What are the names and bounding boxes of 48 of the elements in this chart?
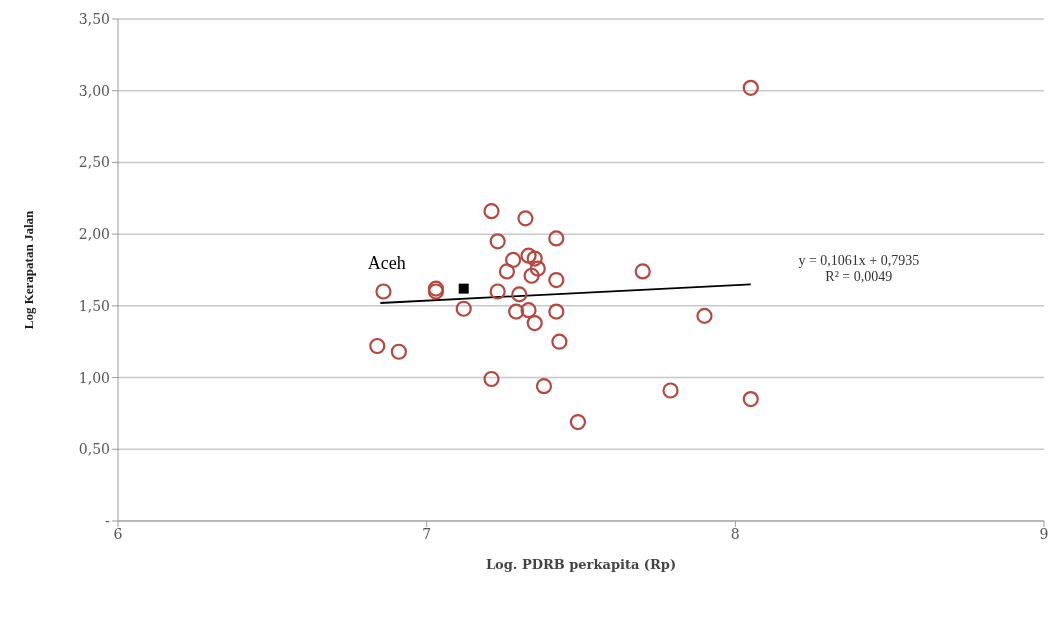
y-tick-label: 2,50	[78, 154, 110, 171]
point	[523, 267, 540, 284]
x-axis-title: Log. PDRB perkapita (Rp)	[485, 557, 677, 572]
point	[489, 283, 506, 300]
point	[390, 343, 407, 360]
y-tick-label: 3,00	[78, 82, 110, 99]
point	[742, 79, 759, 96]
point	[548, 303, 565, 320]
point	[548, 271, 565, 289]
y-tick-label: 0,50	[78, 441, 110, 458]
y-tick-label: 2,00	[78, 226, 110, 243]
point	[535, 378, 553, 395]
point	[526, 314, 543, 332]
y-axis-title: Log Kerapatan Jalan	[20, 210, 36, 330]
point	[483, 203, 500, 220]
point	[508, 303, 525, 320]
x-tick-label: 8	[730, 525, 740, 542]
point	[529, 260, 546, 277]
point	[520, 247, 537, 264]
point	[526, 250, 543, 267]
point	[548, 230, 565, 247]
point	[489, 233, 506, 250]
annotation: R² = 0,0049	[825, 269, 893, 284]
x-tick-label: 7	[422, 525, 432, 542]
point	[504, 251, 522, 269]
point	[455, 300, 472, 317]
x-tick-label: 9	[1039, 525, 1049, 542]
y-tick-label: 1,50	[78, 297, 110, 314]
point	[696, 307, 713, 324]
text: Aceh	[367, 252, 406, 273]
point	[483, 370, 500, 388]
point	[551, 333, 568, 350]
point	[375, 283, 392, 300]
point	[520, 302, 537, 319]
point	[742, 390, 759, 408]
point	[458, 283, 469, 294]
point	[662, 382, 679, 399]
point	[498, 263, 516, 280]
annotation: y = 0,1061x + 0,7935	[798, 253, 920, 268]
point	[569, 413, 587, 431]
y-tick-label: -	[105, 512, 111, 529]
y-tick-label: 1,00	[78, 369, 110, 386]
point	[517, 210, 534, 227]
y-tick-label: 3,50	[78, 10, 110, 27]
point	[511, 286, 528, 303]
point	[369, 337, 386, 355]
point	[634, 263, 651, 280]
x-tick-label: 6	[113, 525, 123, 542]
